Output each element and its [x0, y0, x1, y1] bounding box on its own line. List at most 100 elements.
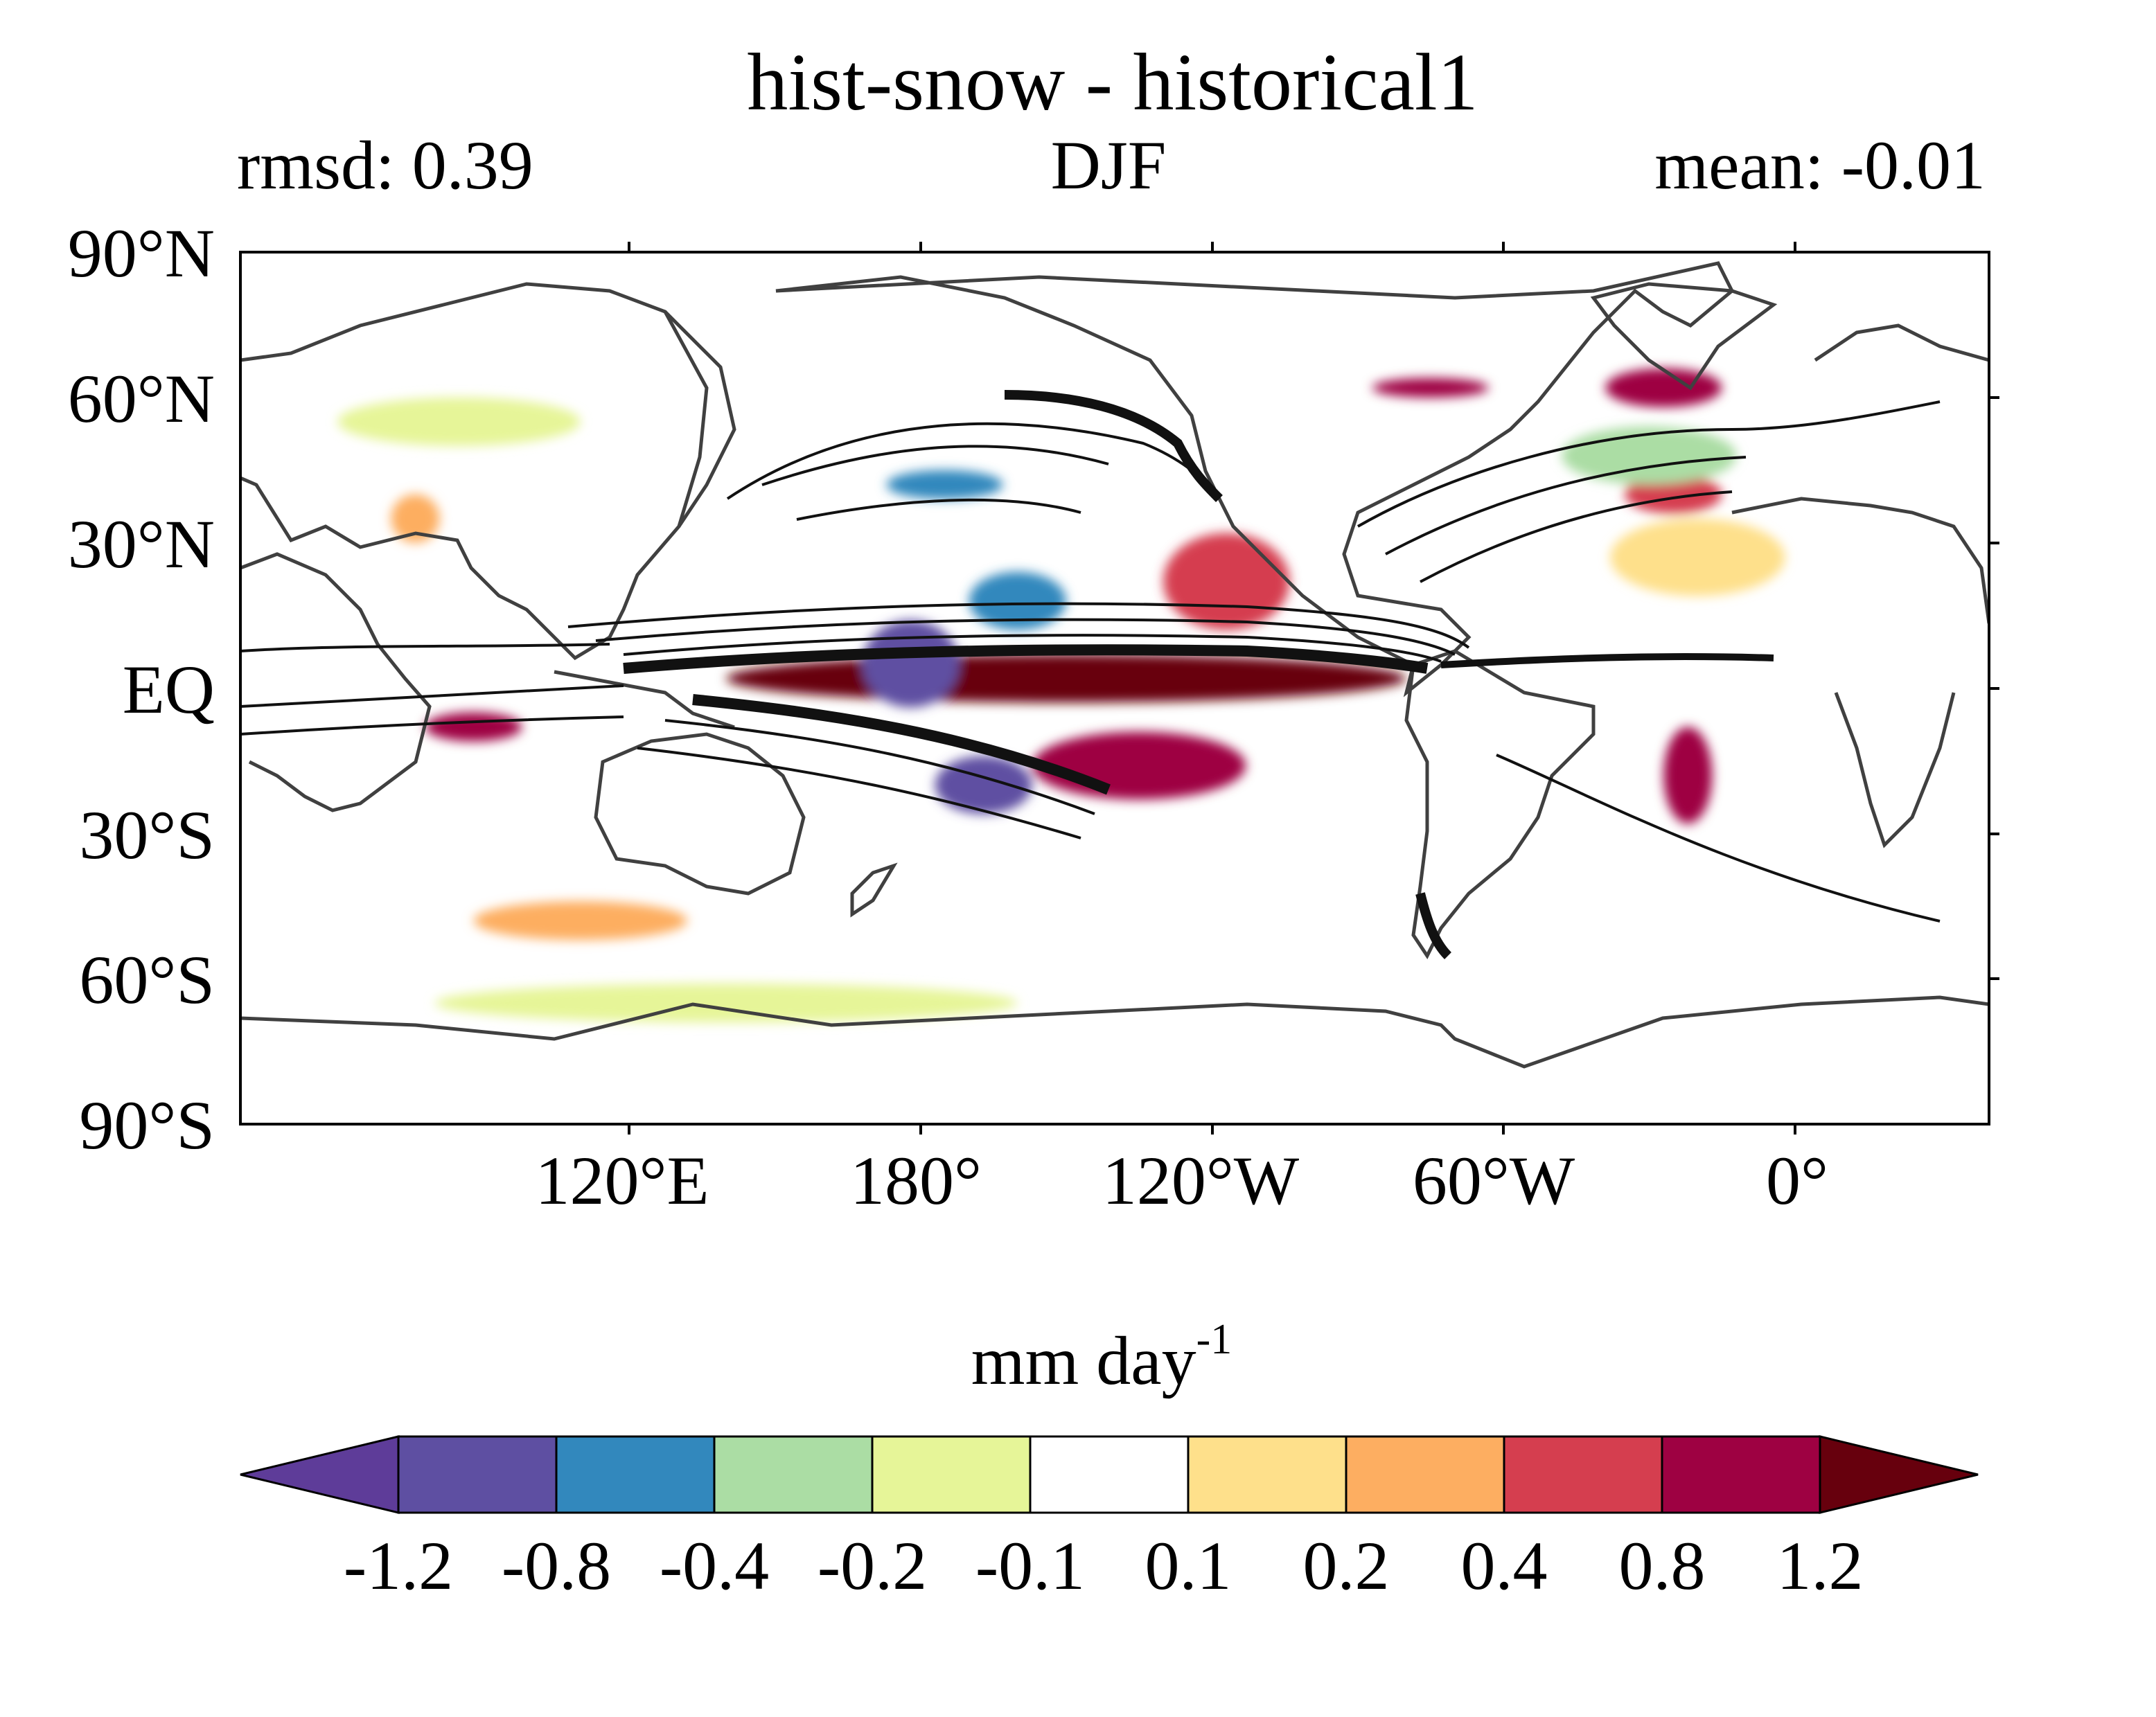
colorbar-unit-exponent: -1 — [1196, 1316, 1232, 1363]
climatology-contours — [240, 390, 1941, 959]
colorbar-tick-label: 0.1 — [1145, 1527, 1232, 1604]
mean-label: mean: -0.01 — [1654, 127, 1986, 204]
anomaly-region-13 — [1610, 518, 1785, 596]
contour-natlantic-2 — [1385, 456, 1747, 555]
contour-atlantic-itcz — [1440, 653, 1774, 668]
anomaly-region-16 — [434, 984, 1018, 1023]
contour-itcz-2 — [595, 618, 1456, 656]
colorbar-tick-label: -1.2 — [344, 1527, 453, 1604]
contour-natlantic-1 — [1357, 400, 1941, 528]
anomaly-region-2 — [1163, 533, 1290, 630]
x-ticks — [628, 242, 1796, 1135]
contour-andes — [1415, 892, 1452, 959]
contour-npacific-3 — [796, 498, 1081, 521]
coastline-europe — [1814, 323, 1989, 362]
xtick-label-120e: 120°E — [535, 1142, 709, 1219]
colorbar-tick-label: -0.4 — [660, 1527, 769, 1604]
ytick-label-30s: 30°S — [79, 797, 215, 873]
coastlines — [240, 261, 1989, 1069]
anomaly-region-9 — [935, 756, 1032, 815]
ytick-label-90n: 90°N — [68, 215, 215, 292]
colorbar-segment-5 — [1187, 1435, 1348, 1514]
anomaly-region-0 — [726, 654, 1406, 703]
colorbar-segment-8 — [1661, 1435, 1821, 1514]
anomaly-region-15 — [337, 397, 581, 446]
contour-indian-3 — [240, 643, 610, 652]
contour-itcz-1 — [623, 634, 1442, 663]
colorbar — [240, 1435, 1979, 1514]
anomaly-region-14 — [473, 901, 688, 941]
xtick-label-60w: 60°W — [1413, 1142, 1575, 1219]
xtick-label-120w: 120°W — [1102, 1142, 1300, 1219]
y-tick-labels: 90°N 60°N 30°N EQ 30°S 60°S 90°S — [68, 215, 215, 1164]
anomaly-region-11 — [969, 571, 1066, 630]
colorbar-tick-label: 0.2 — [1303, 1527, 1390, 1604]
contour-npacific-2 — [761, 445, 1109, 486]
anomaly-field — [337, 368, 1785, 1023]
coastline-north-america — [775, 261, 1735, 697]
colorbar-segment-0 — [397, 1435, 558, 1514]
x-tick-labels: 120°E 180° 120°W 60°W 0° — [535, 1142, 1828, 1219]
contour-itcz-core — [623, 644, 1429, 674]
anomaly-region-3 — [1372, 377, 1489, 398]
contour-natlantic-3 — [1420, 490, 1733, 583]
anomaly-region-10 — [862, 620, 960, 708]
contour-spcz-1 — [664, 719, 1095, 815]
contour-indian-1 — [240, 684, 624, 708]
ytick-label-60s: 60°S — [79, 941, 215, 1018]
contour-satlantic — [1496, 754, 1941, 923]
colorbar-tick-label: 0.8 — [1619, 1527, 1706, 1604]
coastline-east-asia — [664, 310, 736, 528]
colorbar-tick-label: -0.2 — [818, 1527, 927, 1604]
coastline-greenland — [1590, 282, 1778, 391]
colorbar-segment-4 — [1029, 1435, 1190, 1514]
colorbar-title: mm day-1 — [971, 1316, 1232, 1399]
colorbar-tick-labels: -1.2 -0.8 -0.4 -0.2 -0.1 0.1 0.2 0.4 0.8 1.2 — [344, 1527, 1864, 1604]
xtick-label-0: 0° — [1766, 1142, 1828, 1219]
coastline-south-america — [1404, 649, 1596, 959]
y-ticks — [1989, 396, 1999, 980]
anomaly-region-6 — [1663, 727, 1713, 824]
colorbar-tick-label: -0.8 — [502, 1527, 611, 1604]
anomaly-region-8 — [425, 712, 522, 742]
coastline-australia — [594, 732, 806, 896]
coastline-africa — [240, 552, 432, 812]
colorbar-tick-label: -0.1 — [975, 1527, 1085, 1604]
coastline-eurasia — [240, 282, 709, 661]
ytick-label-30n: 30°N — [68, 506, 215, 582]
rmsd-label: rmsd: 0.39 — [237, 127, 533, 204]
coastline-maritime — [554, 670, 735, 729]
colorbar-tick-label: 0.4 — [1461, 1527, 1548, 1604]
chart-title: hist-snow - historical1 — [747, 37, 1478, 127]
anomaly-region-4 — [1605, 368, 1722, 407]
anomaly-region-1 — [1032, 731, 1246, 800]
map-area — [240, 261, 1989, 1069]
ytick-label-90s: 90°S — [79, 1087, 215, 1164]
anomaly-region-12 — [886, 470, 1003, 499]
xtick-label-180: 180° — [850, 1142, 982, 1219]
coastline-southern-africa — [1834, 692, 1956, 848]
colorbar-extend-high — [1819, 1435, 1979, 1514]
contour-indian-2 — [240, 715, 624, 736]
colorbar-segment-7 — [1503, 1435, 1663, 1514]
colorbar-segment-3 — [871, 1435, 1032, 1514]
colorbar-segment-2 — [713, 1435, 874, 1514]
anomaly-region-5 — [1625, 474, 1722, 514]
colorbar-unit: mm day — [971, 1322, 1196, 1399]
colorbar-tick-label: 1.2 — [1777, 1527, 1864, 1604]
anomaly-region-7 — [391, 494, 440, 543]
ytick-label-60n: 60°N — [68, 360, 215, 437]
coastline-west-africa — [1731, 497, 1989, 624]
coastline-antarctica — [240, 995, 1989, 1069]
contour-spcz-2 — [637, 747, 1081, 839]
contour-gulf-alaska — [1004, 390, 1223, 502]
colorbar-extend-low — [240, 1435, 400, 1514]
contour-spcz-core — [692, 694, 1111, 795]
contour-itcz-3 — [567, 602, 1470, 649]
season-label: DJF — [1051, 127, 1167, 204]
colorbar-segment-1 — [555, 1435, 716, 1514]
colorbar-segment-6 — [1345, 1435, 1505, 1514]
ytick-label-eq: EQ — [123, 651, 215, 728]
coastline-new-zealand — [850, 862, 898, 918]
